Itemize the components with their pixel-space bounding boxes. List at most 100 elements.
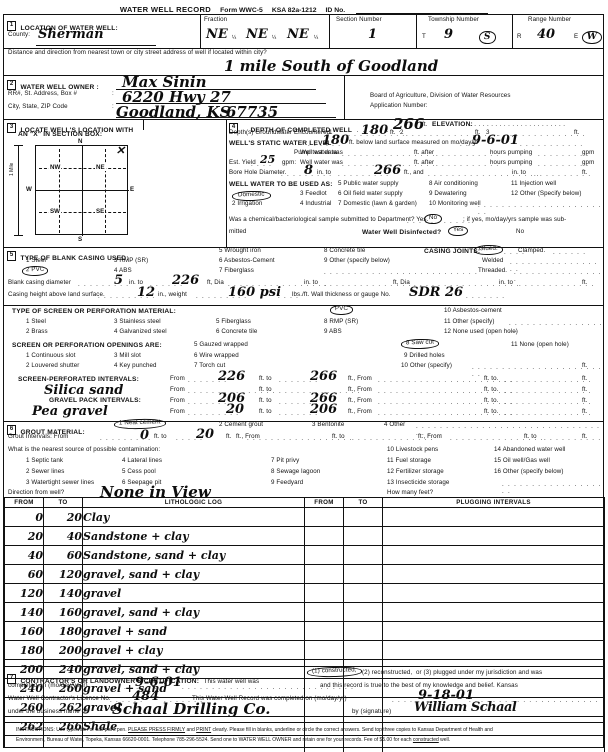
casing-mat-8[interactable]: 8 Concrete tile: [324, 247, 366, 254]
section-number-value[interactable]: 1: [368, 27, 378, 42]
log-from[interactable]: 40: [4, 545, 44, 565]
contam-10[interactable]: 10 Livestock pens: [387, 446, 439, 453]
use-option-11[interactable]: 11 Injection well: [511, 180, 557, 187]
opening-4[interactable]: 4 Key punched: [114, 362, 157, 369]
contam-4[interactable]: 4 Lateral lines: [122, 457, 163, 464]
use-option-2[interactable]: 2 Irrigation: [232, 200, 263, 207]
log-from[interactable]: 160: [4, 621, 44, 641]
license-no-value[interactable]: 484: [132, 689, 160, 704]
log-to[interactable]: 60: [43, 545, 83, 565]
casing-mat-5[interactable]: 5 Wrought iron: [219, 247, 261, 254]
opening-8[interactable]: 8 Saw cut: [400, 338, 440, 349]
table-row[interactable]: [304, 640, 605, 660]
plug-from[interactable]: [304, 583, 344, 603]
est-yield-value[interactable]: 25: [260, 153, 276, 166]
fraction-2[interactable]: NE: [246, 27, 268, 42]
casing-mat-7[interactable]: 7 Fiberglass: [219, 267, 254, 274]
log-to[interactable]: 262: [43, 697, 83, 717]
record-completed-value[interactable]: 9-18-01: [418, 688, 475, 703]
plug-to[interactable]: [343, 507, 383, 527]
use-option-12[interactable]: 12 Other (Specify below): [511, 190, 582, 197]
plug-description[interactable]: [382, 735, 605, 752]
screen-mat-11[interactable]: 11 Other (specify): [444, 318, 495, 325]
plug-from[interactable]: [304, 526, 344, 546]
plug-description[interactable]: [382, 640, 605, 660]
opening-6[interactable]: 6 Wire wrapped: [194, 352, 239, 359]
range-direction-w[interactable]: W: [581, 30, 603, 45]
gravel-interval-2-to[interactable]: 206: [310, 402, 338, 417]
contam-5[interactable]: 5 Cess pool: [122, 468, 156, 475]
plug-description[interactable]: [382, 507, 605, 527]
log-description[interactable]: gravel + sand: [82, 678, 305, 698]
table-row[interactable]: 120 140 gravel: [4, 583, 305, 603]
contam-15[interactable]: 15 Oil well/Gas well: [494, 457, 551, 464]
plug-from[interactable]: [304, 564, 344, 584]
signature-value[interactable]: William Schaal: [414, 700, 517, 715]
gravel-interval-1-to[interactable]: 266: [310, 391, 338, 406]
contam-3[interactable]: 3 Watertight sewer lines: [26, 479, 95, 486]
static-level-value[interactable]: 180: [322, 133, 350, 148]
screen-mat-5[interactable]: 5 Fiberglass: [216, 318, 251, 325]
opening-10[interactable]: 10 Other (specify): [401, 362, 452, 369]
use-option-7[interactable]: 7 Domestic (lawn & garden): [338, 200, 417, 207]
table-row[interactable]: 60 120 gravel, sand + clay: [4, 564, 305, 584]
log-description[interactable]: Sandstone + clay: [82, 526, 305, 546]
opening-5[interactable]: 5 Gauzed wrapped: [194, 341, 248, 348]
contam-11[interactable]: 11 Fuel storage: [387, 457, 432, 464]
plug-description[interactable]: [382, 602, 605, 622]
plug-description[interactable]: [382, 564, 605, 584]
disinfected-no[interactable]: No: [516, 228, 525, 235]
table-row[interactable]: 180 200 gravel + clay: [4, 640, 305, 660]
table-row[interactable]: 262 266 Shale: [4, 716, 305, 736]
casing-mat-4[interactable]: 4 ABS: [114, 267, 132, 274]
casing-mat-2[interactable]: 2 PVC: [21, 265, 49, 276]
cert-option-plugged[interactable]: or (3) plugged under my jurisdiction and…: [416, 669, 543, 676]
pea-gravel-note[interactable]: Pea gravel: [32, 404, 108, 419]
owner-zip-value[interactable]: 67735: [226, 103, 279, 121]
range-value[interactable]: 40: [537, 27, 556, 42]
plug-to[interactable]: [343, 526, 383, 546]
log-to[interactable]: 140: [43, 583, 83, 603]
gw-1-value[interactable]: 180: [361, 123, 389, 138]
direction-from-well-value[interactable]: None in View: [100, 483, 211, 501]
lithologic-log[interactable]: FROM TO LITHOLOGIC LOG 0 20 Clay 20 40 Sandst…: [4, 497, 305, 749]
grout-option-2[interactable]: 2 Cement grout: [219, 421, 264, 428]
screen-interval-to[interactable]: 266: [310, 369, 338, 384]
chem-sample-no[interactable]: No: [423, 213, 443, 224]
opening-3[interactable]: 3 Mill slot: [114, 352, 141, 359]
log-to[interactable]: 160: [43, 602, 83, 622]
casing-mat-9[interactable]: 9 Other (specify below): [324, 257, 390, 264]
contam-13[interactable]: 13 Insecticide storage: [387, 479, 450, 486]
screen-mat-3[interactable]: 3 Stainless steel: [114, 318, 161, 325]
log-description[interactable]: gravel + sand: [82, 621, 305, 641]
plug-description[interactable]: [382, 526, 605, 546]
cert-option-reconstructed[interactable]: (2) reconstructed,: [362, 669, 413, 676]
use-option-5[interactable]: 5 Public water supply: [338, 180, 399, 187]
plug-description[interactable]: [382, 621, 605, 641]
casing-gauge-value[interactable]: SDR 26: [409, 285, 464, 300]
screen-mat-9[interactable]: 9 ABS: [324, 328, 342, 335]
bore-depth-value[interactable]: 266: [374, 163, 402, 178]
use-option-4[interactable]: 4 Industrial: [300, 200, 332, 207]
screen-mat-8[interactable]: 8 RMP (SR): [324, 318, 359, 325]
plug-description[interactable]: [382, 545, 605, 565]
business-name-value[interactable]: Schaal Drilling Co.: [112, 700, 271, 718]
bore-diameter-value[interactable]: 8: [304, 163, 314, 178]
opening-7[interactable]: 7 Torch cut: [194, 362, 226, 369]
log-from[interactable]: 0: [4, 507, 44, 527]
table-row[interactable]: [304, 545, 605, 565]
completed-on-value[interactable]: 9-6-01: [135, 675, 182, 690]
table-row[interactable]: 140 160 gravel, sand + clay: [4, 602, 305, 622]
table-row[interactable]: [4, 734, 305, 749]
casing-mat-6[interactable]: 6 Asbestos-Cement: [219, 257, 275, 264]
grout-option-3[interactable]: 3 Bentonite: [312, 421, 345, 428]
table-row[interactable]: 40 60 Sandstone, sand + clay: [4, 545, 305, 565]
table-row[interactable]: 20 40 Sandstone + clay: [4, 526, 305, 546]
log-description[interactable]: Shale: [82, 716, 305, 736]
use-option-3[interactable]: 3 Feedlot: [300, 190, 327, 197]
log-to[interactable]: 40: [43, 526, 83, 546]
casing-joint-welded[interactable]: Welded: [482, 257, 504, 264]
disinfected-yes[interactable]: Yes: [447, 225, 469, 236]
use-option-8[interactable]: 8 Air conditioning: [429, 180, 478, 187]
table-row[interactable]: [304, 602, 605, 622]
